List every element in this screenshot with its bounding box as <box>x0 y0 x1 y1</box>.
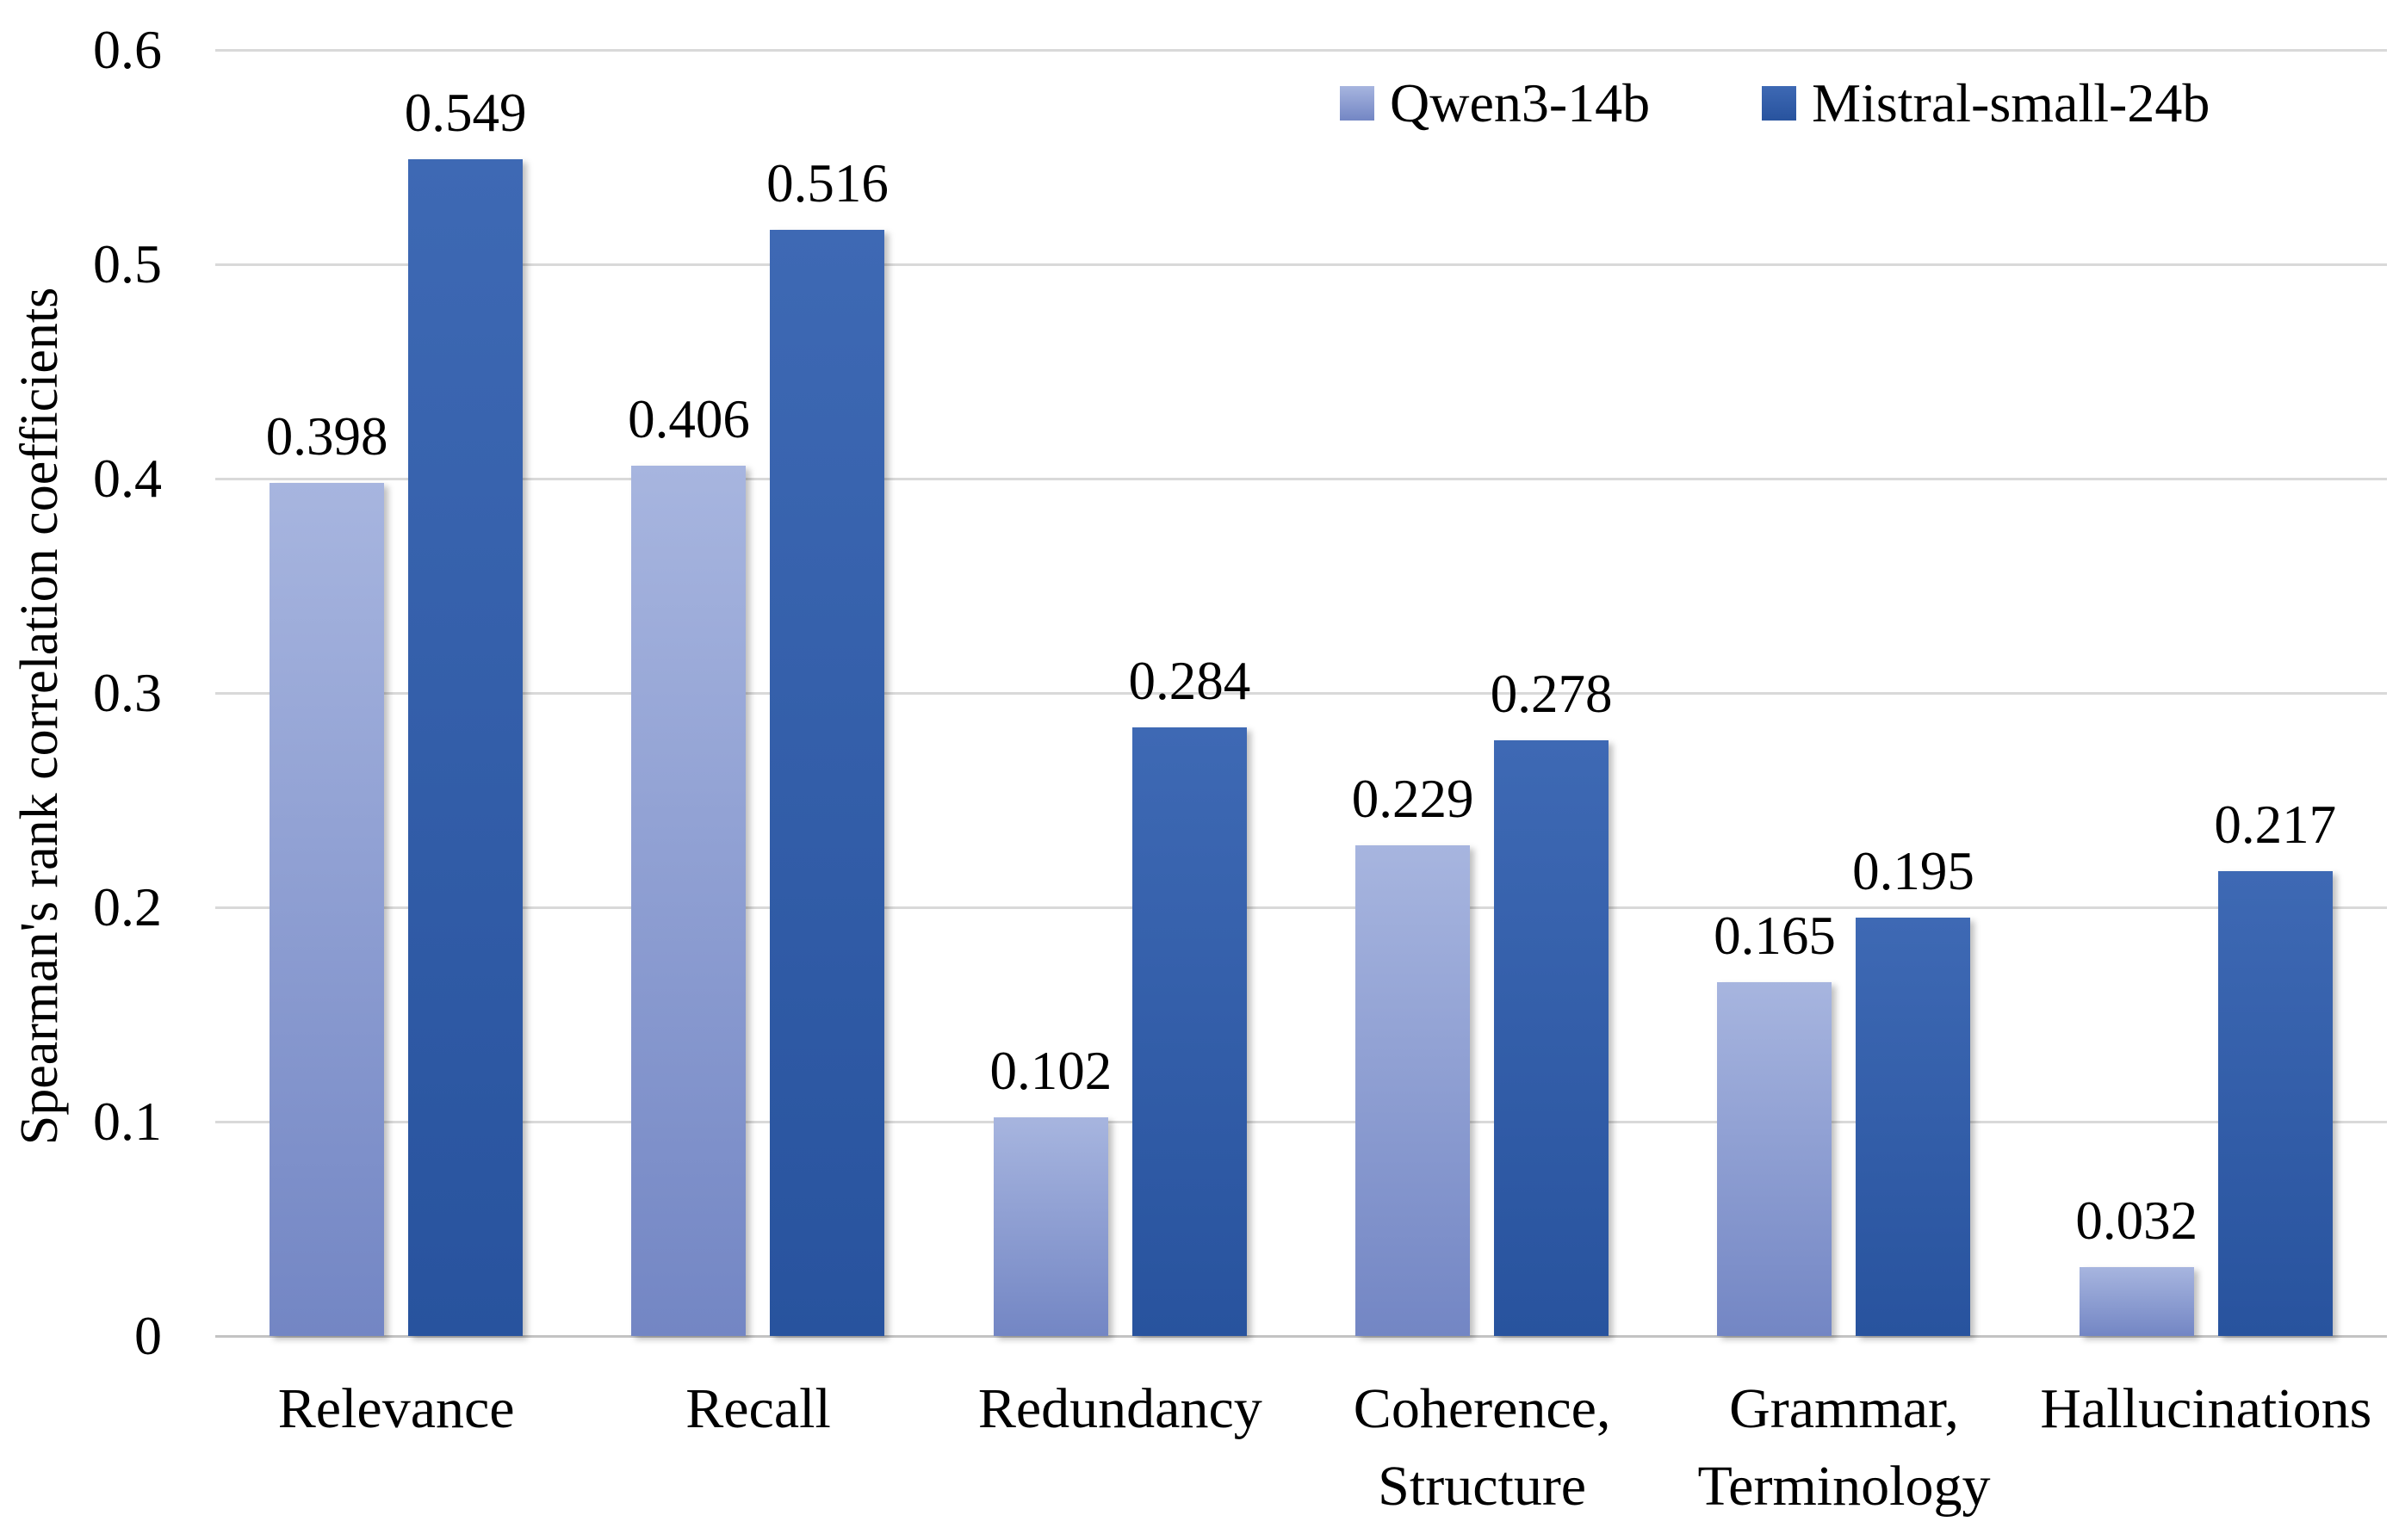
y-tick-0-2: 0.2 <box>93 876 162 937</box>
y-tick-0-6: 0.6 <box>93 19 162 80</box>
bar-cell-mistral-small-24b-relevance: 0.549 <box>405 50 527 1336</box>
category-label-recall: Recall <box>685 1377 831 1440</box>
y-tick-0-1: 0.1 <box>93 1091 162 1152</box>
y-tick-0: 0 <box>134 1305 162 1366</box>
gridline-0-4 <box>215 477 2387 480</box>
gridline-0-1 <box>215 1120 2387 1123</box>
legend-swatch-mistral-small-24b <box>1762 86 1797 121</box>
legend-item-qwen3-14b: Qwen3-14b <box>1340 76 1650 131</box>
bar-group-coherence-structure: 0.229 0.278 <box>1301 50 1663 1336</box>
y-tick-0-3: 0.3 <box>93 662 162 723</box>
bar-qwen3-14b-relevance <box>270 482 385 1336</box>
bar-group-recall: 0.406 0.516 <box>577 50 939 1336</box>
bar-group-relevance: 0.398 0.549 <box>215 50 577 1336</box>
legend-item-mistral-small-24b: Mistral-small-24b <box>1762 76 2210 131</box>
y-tick-0-4: 0.4 <box>93 448 162 509</box>
legend-label-qwen3-14b: Qwen3-14b <box>1390 72 1651 133</box>
bar-cell-mistral-small-24b-recall: 0.516 <box>766 50 889 1336</box>
x-axis-category-labels: Relevance Recall Redundancy Coherence, Stru… <box>215 1370 2387 1525</box>
bars-container: 0.398 0.549 0.406 0.516 0.102 0.284 0.229 0.278… <box>215 50 2387 1336</box>
bar-qwen3-14b-grammar-terminology <box>1717 982 1832 1336</box>
value-label-qwen3-14b-grammar-terminology: 0.165 <box>1714 906 1836 967</box>
bar-mistral-small-24b-coherence-structure <box>1494 739 1609 1336</box>
value-label-qwen3-14b-relevance: 0.398 <box>265 405 388 467</box>
legend: Qwen3-14b Mistral-small-24b <box>1340 76 2210 131</box>
bar-group-hallucinations: 0.032 0.217 <box>2025 50 2387 1336</box>
bar-mistral-small-24b-relevance <box>408 159 524 1336</box>
category-label-coherence-structure: Coherence, Structure <box>1353 1377 1611 1518</box>
bar-cell-qwen3-14b-grammar-terminology: 0.165 <box>1714 50 1836 1336</box>
legend-label-mistral-small-24b: Mistral-small-24b <box>1812 72 2210 133</box>
bar-cell-qwen3-14b-redundancy: 0.102 <box>989 50 1112 1336</box>
x-axis-line <box>215 1334 2387 1338</box>
gridline-0-5 <box>215 263 2387 266</box>
category-label-grammar-terminology: Grammar, Terminology <box>1697 1377 1991 1518</box>
bar-cell-mistral-small-24b-hallucinations: 0.217 <box>2214 50 2336 1336</box>
bar-group-redundancy: 0.102 0.284 <box>939 50 1301 1336</box>
value-label-qwen3-14b-hallucinations: 0.032 <box>2075 1191 2198 1252</box>
bar-cell-qwen3-14b-hallucinations: 0.032 <box>2075 50 2198 1336</box>
bar-qwen3-14b-recall <box>631 466 747 1336</box>
gridline-0-3 <box>215 691 2387 695</box>
bar-mistral-small-24b-hallucinations <box>2217 870 2333 1336</box>
legend-swatch-qwen3-14b <box>1340 86 1374 121</box>
value-label-qwen3-14b-coherence-structure: 0.229 <box>1351 768 1474 829</box>
bar-qwen3-14b-redundancy <box>993 1117 1108 1336</box>
category-label-hallucinations: Hallucinations <box>2040 1377 2372 1440</box>
value-label-mistral-small-24b-hallucinations: 0.217 <box>2214 794 2337 855</box>
gridline-0-2 <box>215 906 2387 909</box>
bar-cell-qwen3-14b-recall: 0.406 <box>628 50 750 1336</box>
bar-cell-qwen3-14b-coherence-structure: 0.229 <box>1352 50 1474 1336</box>
bar-cell-mistral-small-24b-grammar-terminology: 0.195 <box>1852 50 1974 1336</box>
bar-cell-qwen3-14b-relevance: 0.398 <box>266 50 388 1336</box>
bar-qwen3-14b-coherence-structure <box>1355 844 1471 1336</box>
y-axis-title: Spearman's rank correlation coefficients <box>10 287 69 1146</box>
value-label-mistral-small-24b-relevance: 0.549 <box>404 83 527 143</box>
category-label-relevance: Relevance <box>277 1377 515 1440</box>
value-label-mistral-small-24b-redundancy: 0.284 <box>1128 650 1251 711</box>
bar-qwen3-14b-hallucinations <box>2079 1267 2194 1336</box>
gridline-0-6 <box>215 48 2387 52</box>
bar-group-grammar-terminology: 0.165 0.195 <box>1663 50 2024 1336</box>
value-label-mistral-small-24b-grammar-terminology: 0.195 <box>1852 841 1974 902</box>
bar-mistral-small-24b-redundancy <box>1131 727 1247 1336</box>
bar-mistral-small-24b-grammar-terminology <box>1856 918 1971 1336</box>
bar-cell-mistral-small-24b-coherence-structure: 0.278 <box>1491 50 1613 1336</box>
value-label-qwen3-14b-redundancy: 0.102 <box>989 1041 1113 1102</box>
category-label-redundancy: Redundancy <box>977 1377 1262 1440</box>
value-label-mistral-small-24b-recall: 0.516 <box>766 153 889 214</box>
bar-cell-mistral-small-24b-redundancy: 0.284 <box>1128 50 1250 1336</box>
value-label-mistral-small-24b-coherence-structure: 0.278 <box>1490 663 1613 724</box>
plot-area: 0 0.1 0.2 0.3 0.4 0.5 0.6 0.398 0.549 0.406 0.516… <box>93 22 2387 1364</box>
y-tick-0-5: 0.5 <box>93 233 162 294</box>
value-label-qwen3-14b-recall: 0.406 <box>628 389 750 450</box>
bar-mistral-small-24b-recall <box>770 230 885 1336</box>
